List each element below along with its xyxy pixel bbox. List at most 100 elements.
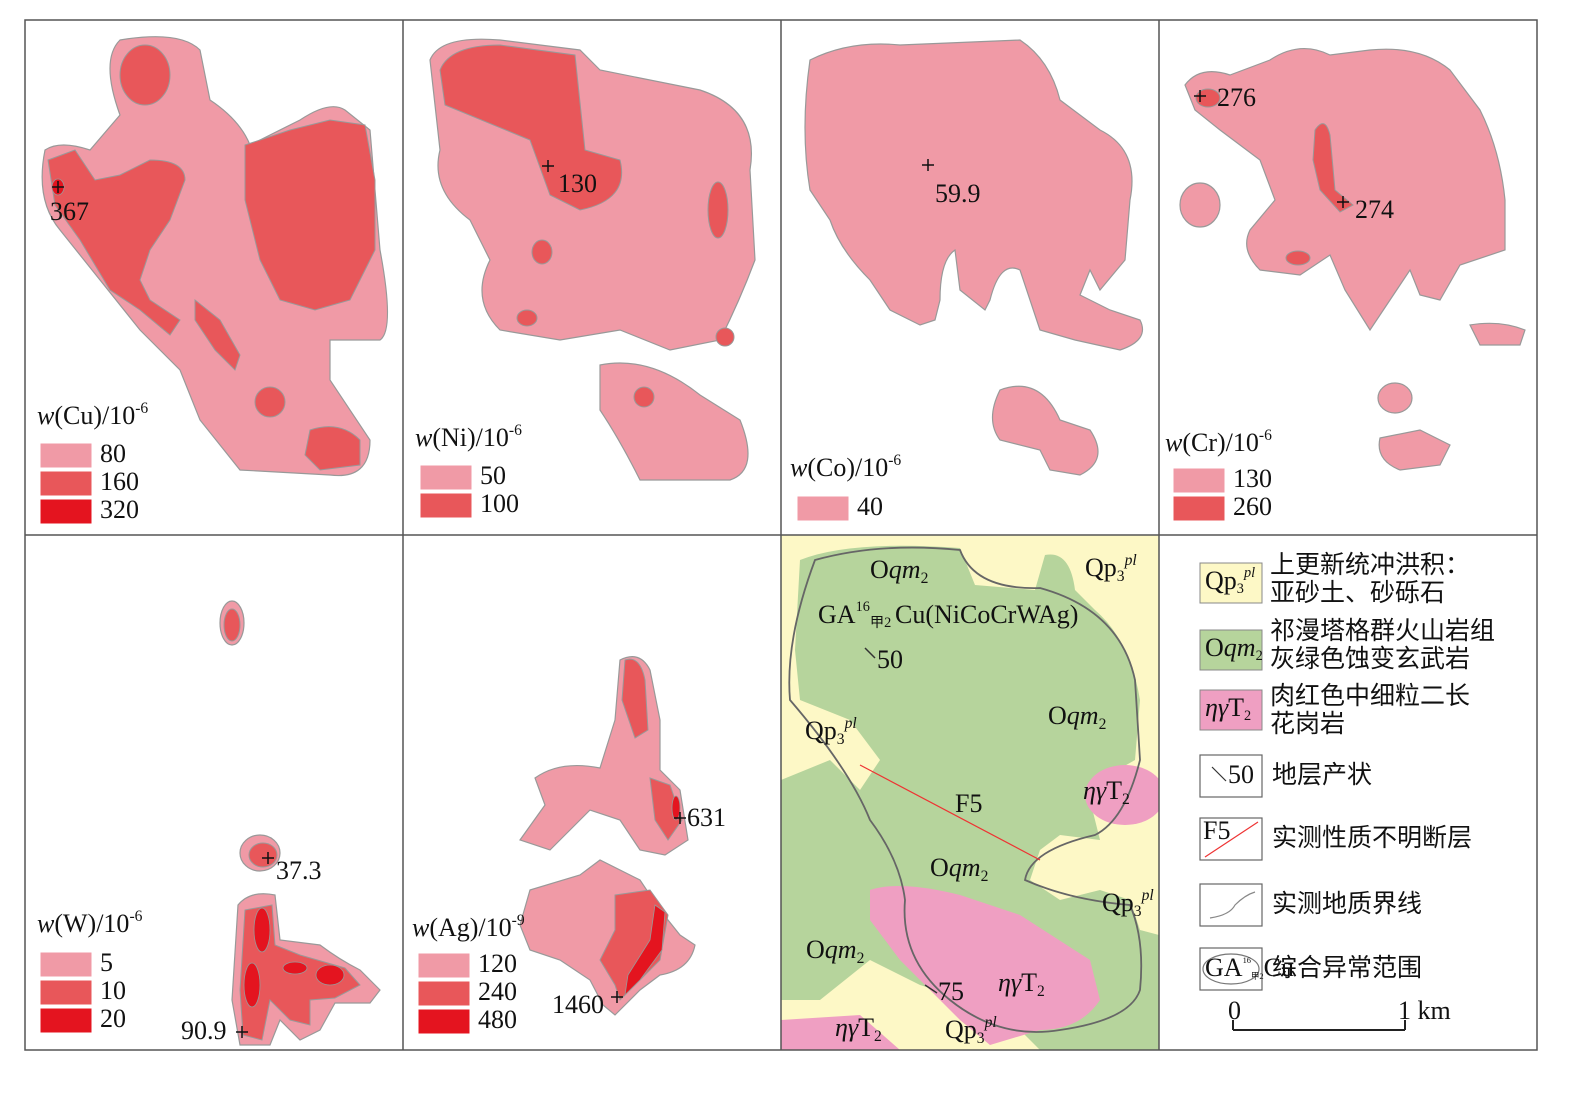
unit-label-part: Qp: [1085, 553, 1117, 582]
legend-label: 130: [1233, 464, 1272, 493]
anomaly-label: GA16甲2: [818, 599, 891, 631]
unit-label-part: Qp: [1102, 888, 1134, 917]
legend-symbol: F5: [1203, 816, 1230, 845]
unit-label-part: 3: [1237, 581, 1244, 597]
legend-symbol: GA16甲2Cu: [1205, 953, 1294, 982]
unit-label-part: Qp: [1205, 566, 1237, 595]
unit-label-part: 3: [1117, 568, 1125, 585]
ni-anomaly: [429, 38, 756, 481]
unit-label-part: ηγ: [835, 1013, 859, 1042]
cu-anomaly: [41, 36, 389, 477]
unit-label-part: qm: [949, 853, 981, 882]
unit-label: ηγT2: [1205, 693, 1251, 724]
unit-label-part: ηγ: [1083, 776, 1107, 805]
unit-label-part: ηγ: [1205, 693, 1229, 722]
unit-label-part: 2: [1244, 708, 1251, 724]
legend-title-part: -6: [1259, 427, 1272, 444]
legend-symbol-part: 16: [1243, 955, 1251, 965]
anomaly-label: Cu(NiCoCrWAg): [895, 600, 1078, 629]
anomaly-label-part: GA: [818, 600, 856, 629]
unit-label-part: 2: [1256, 648, 1263, 664]
unit-label-part: Qp: [945, 1015, 977, 1044]
legend-swatch: [1172, 495, 1226, 522]
unit-label-part: 3: [837, 731, 845, 748]
unit-label-part: qm: [1224, 633, 1256, 662]
unit-label: Oqm2: [1048, 701, 1106, 733]
legend-title: w(W)/10-6: [37, 908, 143, 938]
legend-label: 120: [478, 949, 517, 978]
peak-value: 37.3: [276, 856, 322, 885]
strike-dip: 50: [877, 645, 903, 674]
anomaly-label-part: 16: [856, 599, 870, 615]
legend-symbol-part: Cu: [1264, 953, 1294, 982]
unit-label-part: qm: [889, 555, 921, 584]
legend-title-part: (Co)/10: [807, 453, 888, 482]
legend-symbol: 50: [1228, 760, 1254, 789]
w-anomaly: [219, 600, 381, 1046]
legend-title-part: (W)/10: [54, 909, 129, 938]
scale-label: 0: [1228, 996, 1241, 1025]
legend-label: 40: [857, 492, 883, 521]
legend-text: 上更新统冲洪积：: [1270, 550, 1470, 579]
fault-label: F5: [955, 789, 982, 818]
unit-label-part: 2: [1037, 983, 1045, 1000]
peak-value: 274: [1355, 195, 1394, 224]
unit-label-part: O: [930, 853, 949, 882]
unit-label-part: O: [806, 935, 825, 964]
legend-label: 50: [480, 461, 506, 490]
legend-title-part: (Ag)/10: [429, 913, 511, 942]
unit-label-part: 2: [1099, 716, 1107, 733]
peak-value: 130: [558, 169, 597, 198]
unit-label: Qp3pl: [1205, 565, 1255, 597]
legend-title: w(Ag)/10-9: [412, 912, 525, 942]
legend-label: 10: [100, 976, 126, 1005]
unit-label-part: pl: [1141, 887, 1154, 904]
unit-label-part: 2: [857, 950, 865, 967]
legend-text: 综合异常范围: [1272, 953, 1422, 982]
legend-title: w(Ni)/10-6: [415, 422, 522, 452]
anomaly-element: Cu: [895, 600, 925, 629]
legend-swatch: [1199, 562, 1263, 604]
legend-text: 花岗岩: [1270, 709, 1345, 738]
legend-title-part: w: [790, 453, 808, 482]
unit-label: Oqm2: [930, 853, 988, 885]
legend-swatch: [1199, 629, 1263, 671]
legend-swatch: [796, 495, 850, 522]
peak-value: 59.9: [935, 179, 981, 208]
legend-swatch: [1172, 467, 1226, 494]
legend-title-part: -6: [129, 908, 142, 925]
strike-dip: 75: [938, 977, 964, 1006]
legend-swatch: [417, 1008, 471, 1035]
legend-swatch: [39, 442, 93, 469]
legend-title-part: (Ni)/10: [432, 423, 509, 452]
legend-symbol-part: 甲2: [1251, 971, 1264, 981]
legend-title: w(Cr)/10-6: [1165, 427, 1272, 457]
legend-swatch: [1199, 689, 1263, 731]
unit-label-part: 2: [1122, 791, 1130, 808]
unit-label-part: T: [858, 1013, 874, 1042]
legend-title-part: -9: [512, 912, 525, 929]
unit-label-part: 3: [977, 1030, 985, 1047]
frame: [24, 19, 1538, 1051]
legend-label: 320: [100, 495, 139, 524]
unit-label: ηγT2: [835, 1013, 882, 1045]
legend-title-part: w: [412, 913, 430, 942]
legend-label: 260: [1233, 492, 1272, 521]
unit-label-part: pl: [984, 1014, 997, 1031]
legend-label: 80: [100, 439, 126, 468]
unit-label-part: qm: [825, 935, 857, 964]
legend-title-part: (Cr)/10: [1182, 428, 1259, 457]
legend-title: w(Co)/10-6: [790, 452, 901, 482]
legend-icons: [1199, 754, 1406, 1031]
legend-swatch: [417, 980, 471, 1007]
unit-label-part: Qp: [805, 716, 837, 745]
unit-label-part: 2: [981, 868, 989, 885]
legend-title-part: w: [37, 909, 55, 938]
legend-text: 地层产状: [1272, 760, 1372, 789]
peak-value: 1460: [552, 990, 604, 1019]
legend-swatch: [39, 979, 93, 1006]
unit-label-part: 2: [874, 1028, 882, 1045]
unit-label-part: ηγ: [998, 968, 1022, 997]
unit-label-part: T: [1228, 693, 1244, 722]
